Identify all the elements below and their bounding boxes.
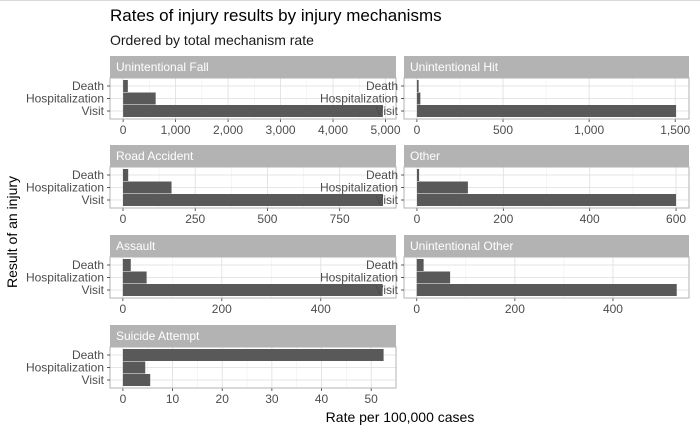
- y-tick-label: Visit: [82, 283, 105, 297]
- bar: [123, 105, 383, 117]
- chart-subtitle: Ordered by total mechanism rate: [110, 32, 314, 48]
- x-tick-label: 20: [216, 392, 230, 406]
- bar: [416, 181, 468, 194]
- facet-strip-label: Unintentional Fall: [116, 60, 209, 74]
- x-tick-label: 10: [166, 392, 180, 406]
- facet-strip-label: Other: [410, 149, 440, 163]
- facet-strip-label: Unintentional Hit: [410, 60, 499, 74]
- x-tick-label: 0: [413, 302, 420, 316]
- facet-strip-label: Unintentional Other: [410, 239, 513, 253]
- y-tick-label: Hospitalization: [320, 271, 398, 285]
- x-tick-label: 1,500: [660, 123, 690, 137]
- bar: [416, 80, 419, 92]
- y-tick-label: Visit: [82, 104, 105, 118]
- bar: [122, 361, 146, 374]
- x-tick-label: 600: [666, 212, 686, 226]
- facet-strip: [404, 56, 689, 78]
- x-tick-label: 30: [265, 392, 279, 406]
- bar: [416, 92, 421, 105]
- x-tick-label: 0: [120, 123, 127, 137]
- bar: [416, 169, 420, 181]
- x-tick-label: 0: [414, 212, 421, 226]
- x-tick-label: 400: [311, 302, 331, 316]
- x-tick-label: 4,000: [318, 123, 348, 137]
- y-tick-label: Death: [72, 258, 104, 272]
- x-tick-label: 3,000: [266, 123, 296, 137]
- facet-strip: [110, 56, 396, 78]
- bar: [123, 181, 172, 194]
- x-tick-label: 0: [120, 212, 127, 226]
- x-tick-label: 500: [493, 123, 513, 137]
- y-tick-label: Visit: [376, 104, 399, 118]
- x-tick-label: 40: [315, 392, 329, 406]
- x-tick-label: 200: [212, 302, 232, 316]
- bar: [416, 105, 677, 117]
- x-tick-label: 1,000: [161, 123, 191, 137]
- y-tick-label: Visit: [376, 193, 399, 207]
- facet-panel: Suicide Attempt 0 10 20 30 40 50 DeathHospitali…: [26, 325, 397, 406]
- x-tick-label: 5,000: [370, 123, 400, 137]
- facet-panel: Unintentional Fall 0 1,000 2,000 3,000 4,000 5…: [26, 56, 401, 137]
- y-tick-label: Death: [366, 258, 398, 272]
- facet-panel: Unintentional Hit 0 500 1,000 1,500 DeathHosp…: [320, 56, 691, 137]
- y-tick-label: Death: [366, 79, 398, 93]
- x-axis-label: Rate per 100,000 cases: [326, 409, 475, 425]
- chart-title: Rates of injury results by injury mechan…: [110, 6, 442, 25]
- y-tick-label: Hospitalization: [320, 181, 398, 195]
- x-tick-label: 0: [414, 123, 421, 137]
- top-border: [0, 0, 700, 1]
- bar: [416, 271, 451, 284]
- x-tick-label: 400: [580, 212, 600, 226]
- facet-strip: [404, 235, 689, 257]
- x-tick-label: 400: [603, 302, 623, 316]
- y-tick-label: Death: [72, 348, 104, 362]
- y-tick-label: Hospitalization: [26, 361, 104, 375]
- bar: [123, 80, 128, 92]
- y-tick-label: Death: [72, 168, 104, 182]
- y-tick-label: Death: [366, 168, 398, 182]
- x-tick-label: 250: [185, 212, 205, 226]
- x-tick-label: 750: [330, 212, 350, 226]
- x-tick-label: 1,000: [574, 123, 604, 137]
- bar: [123, 194, 383, 206]
- x-tick-label: 0: [120, 302, 127, 316]
- facet-strip-label: Road Accident: [116, 149, 194, 163]
- y-tick-label: Visit: [82, 193, 105, 207]
- facet-strip: [110, 145, 396, 167]
- x-tick-label: 50: [364, 392, 378, 406]
- x-tick-label: 2,000: [213, 123, 243, 137]
- y-tick-label: Visit: [82, 373, 105, 387]
- x-tick-label: 0: [120, 392, 127, 406]
- y-tick-label: Hospitalization: [26, 181, 104, 195]
- facet-strip: [404, 145, 689, 167]
- facet-strip-label: Assault: [116, 239, 156, 253]
- facet-panel: Unintentional Other 0 200 400 DeathHospitali…: [320, 235, 690, 316]
- bar: [123, 92, 156, 105]
- y-tick-label: Hospitalization: [320, 92, 398, 106]
- bar: [416, 259, 424, 271]
- facet-strip: [110, 235, 396, 257]
- bar: [122, 284, 383, 296]
- y-tick-label: Hospitalization: [26, 271, 104, 285]
- x-tick-label: 200: [505, 302, 525, 316]
- y-tick-label: Hospitalization: [26, 92, 104, 106]
- facet-strip-label: Suicide Attempt: [116, 329, 200, 343]
- bar: [122, 374, 151, 386]
- y-axis-label: Result of an injury: [4, 176, 20, 288]
- bar: [416, 284, 677, 296]
- x-tick-label: 500: [257, 212, 277, 226]
- bar: [122, 349, 384, 361]
- bar: [122, 271, 147, 284]
- bar: [122, 259, 131, 271]
- y-tick-label: Visit: [376, 283, 399, 297]
- bar: [123, 169, 129, 181]
- bar: [416, 194, 677, 206]
- x-tick-label: 200: [493, 212, 513, 226]
- facet-strip: [110, 325, 396, 347]
- y-tick-label: Death: [72, 79, 104, 93]
